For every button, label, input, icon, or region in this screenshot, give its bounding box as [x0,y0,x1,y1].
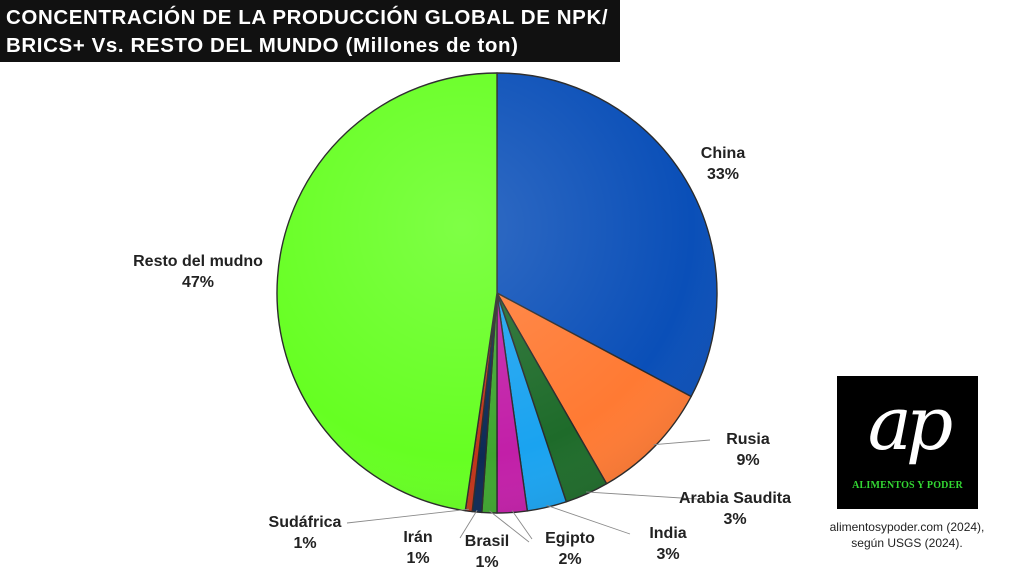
label-name-arabia-saudita: Arabia Saudita [679,490,791,507]
label-pct-resto-del-mudno: 47% [182,274,214,291]
label-name-resto-del-mudno: Resto del mudno [133,253,263,270]
alimentos-y-poder-logo: ap ALIMENTOS Y PODER [837,376,978,509]
logo-mark: ap [867,381,954,467]
label-pct-brasil: 1% [475,554,498,571]
label-name-china: China [701,145,746,162]
pie-slice-resto-del-mudno [276,72,498,512]
chart-title-line-1: CONCENTRACIÓN DE LA PRODUCCIÓN GLOBAL DE… [6,6,609,29]
label-name-india: India [649,525,686,542]
leader-line-brasil [489,510,530,543]
label-pct-egipto: 2% [558,551,581,568]
source-line-1: alimentosypoder.com (2024), [829,520,985,534]
leader-line-sudafrica [346,508,470,524]
label-name-sudafrica: Sudáfrica [269,514,342,531]
logo-text: ALIMENTOS Y PODER [852,480,963,491]
label-pct-arabia-saudita: 3% [723,511,746,528]
label-name-iran: Irán [403,529,432,546]
label-name-brasil: Brasil [465,533,509,550]
label-pct-rusia: 9% [736,452,759,469]
label-name-egipto: Egipto [545,530,595,547]
source-line-2: según USGS (2024). [851,536,963,550]
label-pct-iran: 1% [406,550,429,567]
title-box: CONCENTRACIÓN DE LA PRODUCCIÓN GLOBAL DE… [0,0,620,62]
source-note: alimentosypoder.com (2024), según USGS (… [812,519,1002,551]
chart-title-line-2: BRICS+ Vs. RESTO DEL MUNDO (Millones de … [6,34,519,57]
label-pct-sudafrica: 1% [293,535,316,552]
label-pct-india: 3% [656,546,679,563]
leader-line-iran [459,509,478,539]
leader-line-egipto [511,510,533,540]
leader-line-rusia [653,439,711,446]
label-pct-china: 33% [707,166,739,183]
label-name-rusia: Rusia [726,431,770,448]
